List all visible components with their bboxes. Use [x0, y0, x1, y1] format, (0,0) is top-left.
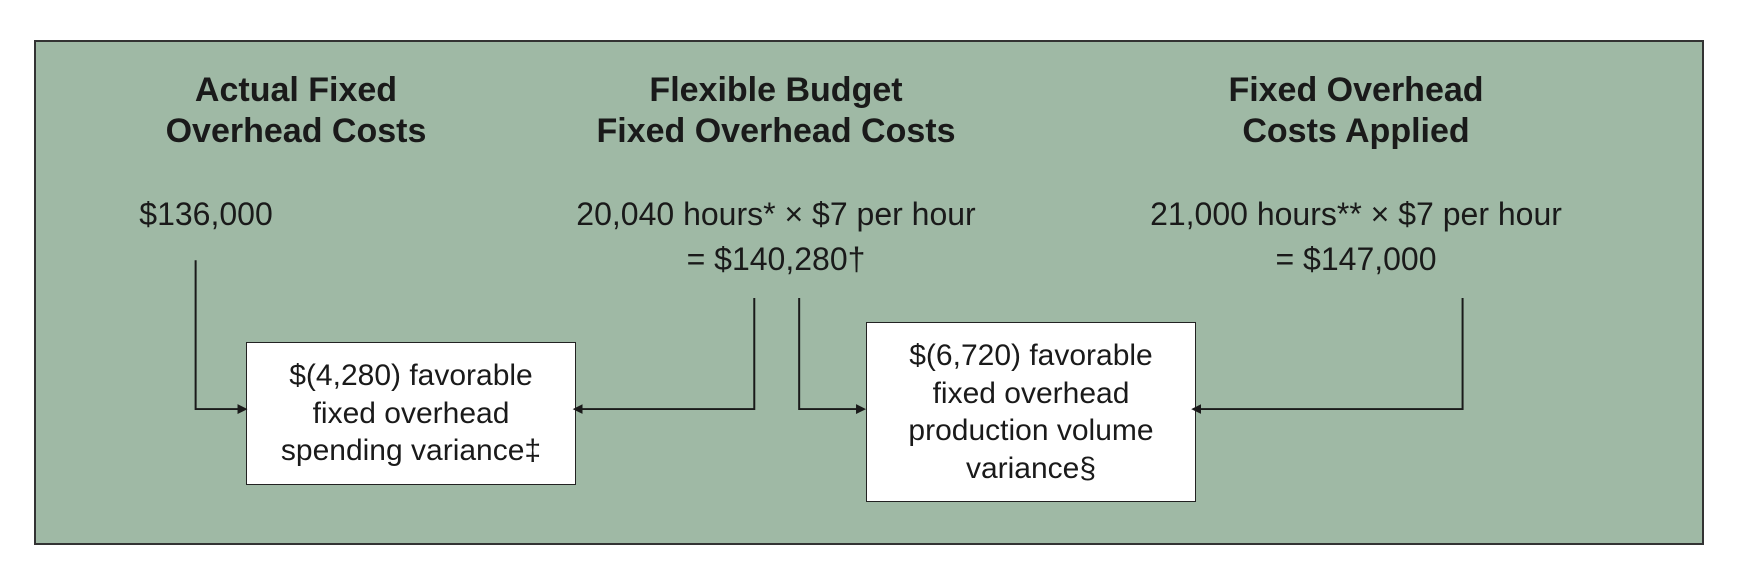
col-applied-value-l2: = $147,000 — [1275, 241, 1436, 277]
col-actual-heading: Actual Fixed Overhead Costs — [56, 70, 536, 152]
diagram-outer: Actual Fixed Overhead Costs $136,000 Fle… — [0, 0, 1738, 585]
col-applied-heading-l1: Fixed Overhead — [1228, 71, 1483, 109]
spending-variance-box: $(4,280) favorable fixed overhead spendi… — [246, 342, 576, 485]
volume-variance-l1: $(6,720) favorable — [909, 339, 1153, 372]
col-flexible-heading-l2: Fixed Overhead Costs — [596, 112, 955, 150]
volume-variance-box: $(6,720) favorable fixed overhead produc… — [866, 322, 1196, 502]
col-applied-heading: Fixed Overhead Costs Applied — [1116, 70, 1596, 152]
spending-variance-l1: $(4,280) favorable — [289, 359, 533, 392]
col-actual-value-l1: $136,000 — [139, 196, 272, 232]
volume-variance-l3: production volume — [908, 414, 1153, 447]
col-actual-value: $136,000 — [56, 192, 356, 237]
volume-variance-l2: fixed overhead — [933, 377, 1130, 410]
spending-variance-l2: fixed overhead — [313, 397, 510, 430]
col-applied-value-l1: 21,000 hours** × $7 per hour — [1150, 196, 1562, 232]
variance-panel: Actual Fixed Overhead Costs $136,000 Fle… — [34, 40, 1704, 545]
col-flexible-value: 20,040 hours* × $7 per hour = $140,280† — [536, 192, 1016, 282]
col-flexible-value-l1: 20,040 hours* × $7 per hour — [576, 196, 975, 232]
col-applied-heading-l2: Costs Applied — [1242, 112, 1469, 150]
volume-variance-l4: variance§ — [966, 452, 1096, 485]
spending-variance-l3: spending variance‡ — [281, 434, 541, 467]
col-flexible-heading-l1: Flexible Budget — [649, 71, 902, 109]
col-applied-value: 21,000 hours** × $7 per hour = $147,000 — [1116, 192, 1596, 282]
col-actual-heading-l2: Overhead Costs — [166, 112, 427, 150]
col-actual-heading-l1: Actual Fixed — [195, 71, 397, 109]
col-flexible-value-l2: = $140,280† — [687, 241, 866, 277]
col-flexible-heading: Flexible Budget Fixed Overhead Costs — [536, 70, 1016, 152]
